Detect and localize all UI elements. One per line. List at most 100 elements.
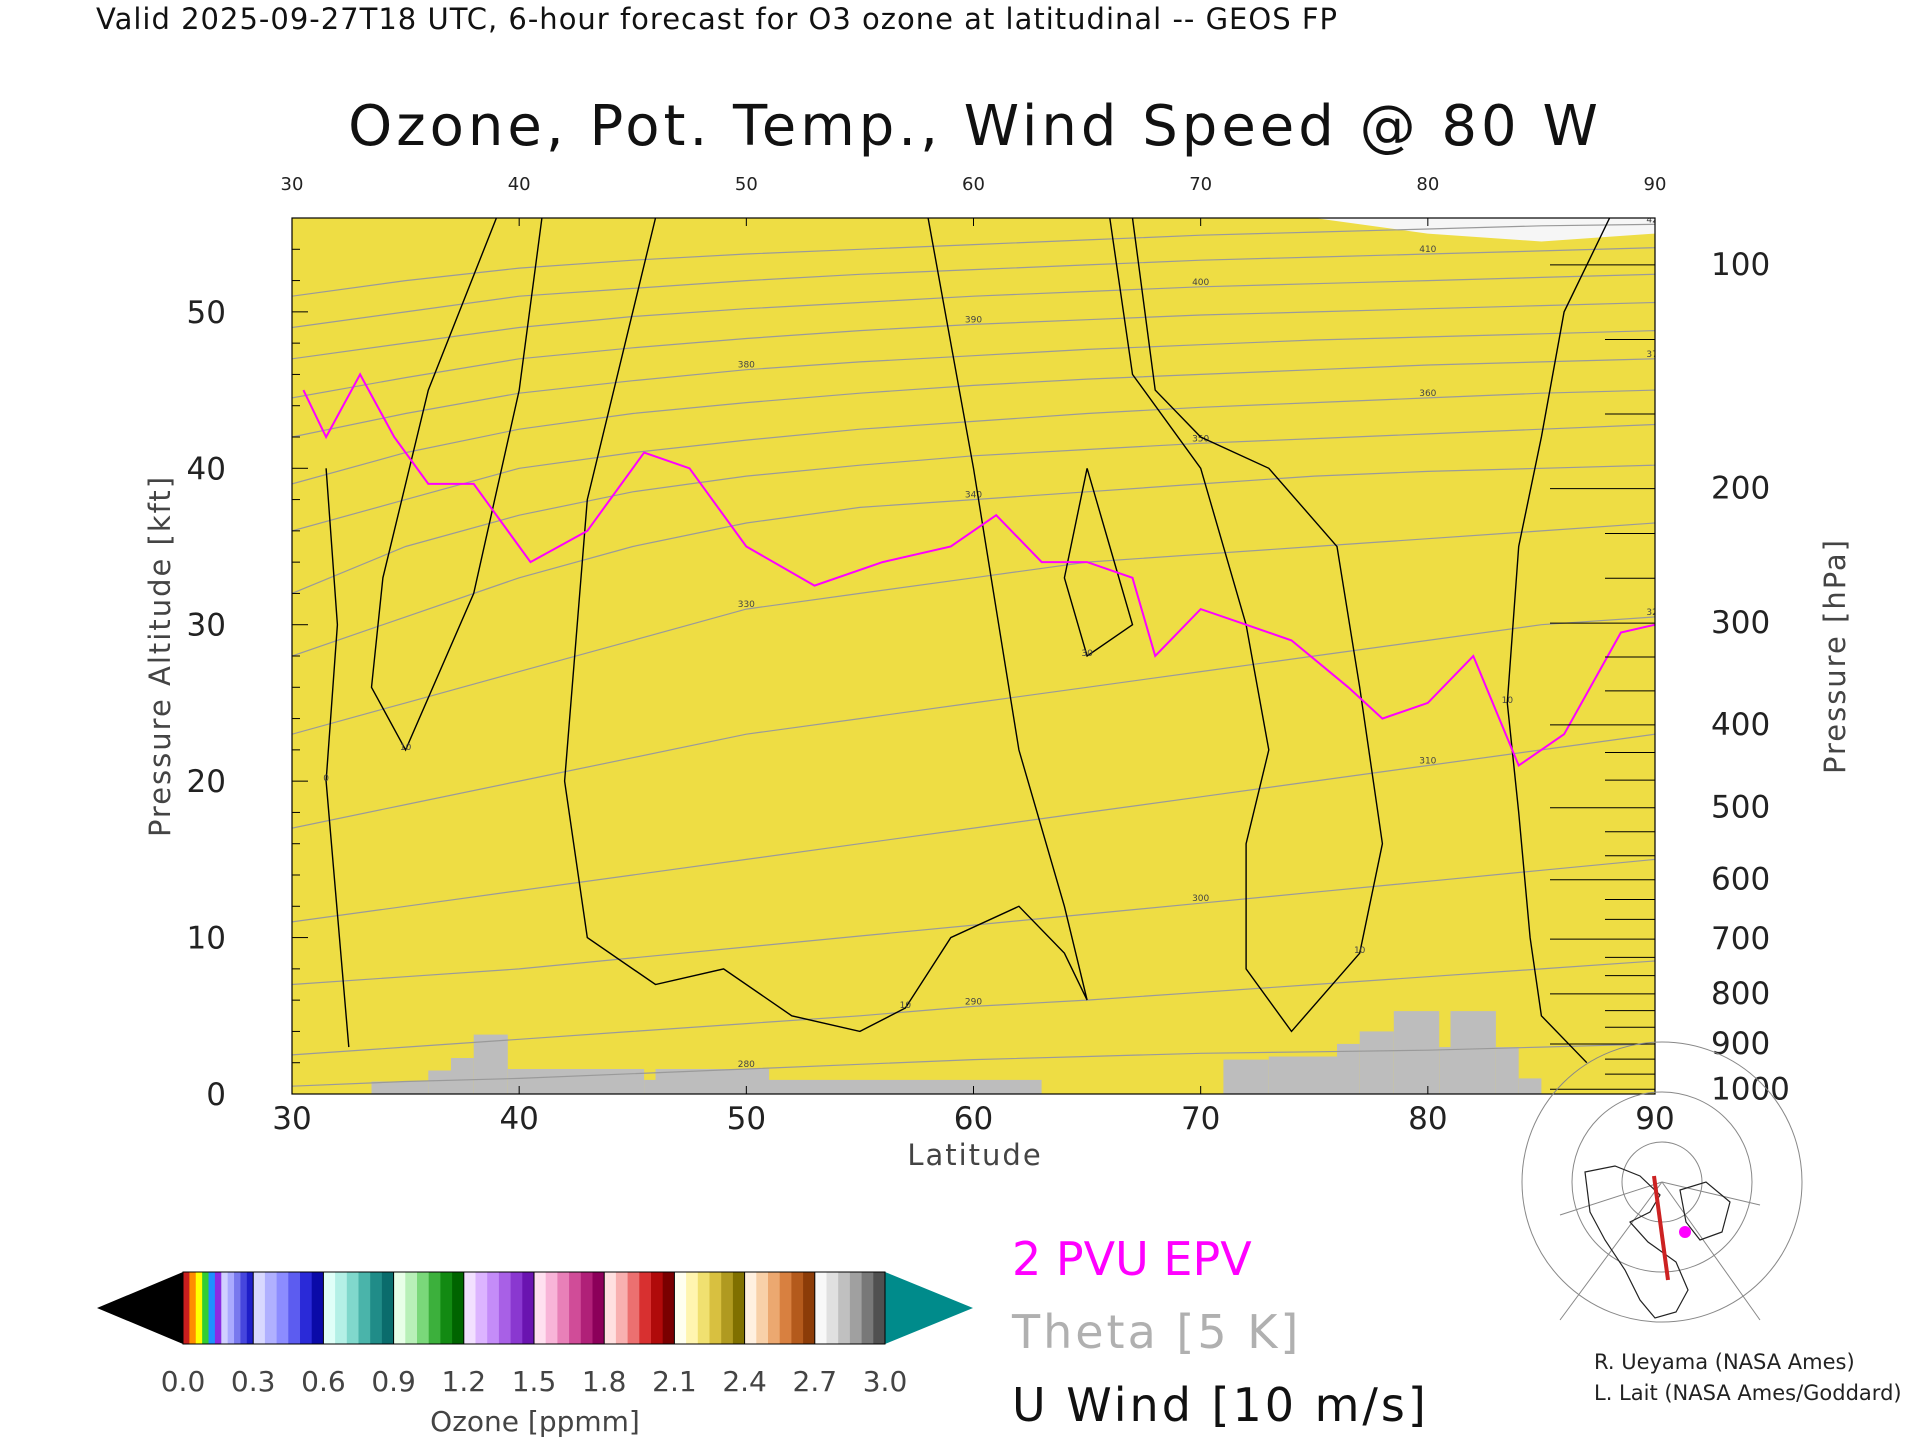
colorbar-swatch — [510, 1272, 523, 1344]
terrain-block — [507, 1069, 645, 1094]
colorbar-tick-label: 1.8 — [582, 1365, 627, 1398]
colorbar-swatch — [487, 1272, 500, 1344]
colorbar-swatch — [721, 1272, 734, 1344]
colorbar-swatch — [202, 1272, 210, 1344]
colorbar-swatch — [221, 1272, 229, 1344]
colorbar-tick-label: 1.5 — [512, 1365, 557, 1398]
x-tick-label: 70 — [1181, 1101, 1220, 1137]
pressure-tick-label: 100 — [1711, 247, 1770, 283]
theta-contour-label: 410 — [1419, 245, 1436, 255]
terrain-block — [1518, 1078, 1542, 1094]
theta-contour — [292, 423, 1655, 594]
pressure-tick-label: 800 — [1711, 976, 1770, 1012]
terrain-block — [1223, 1059, 1269, 1094]
colorbar-swatch — [779, 1272, 792, 1344]
theta-contour — [292, 464, 1655, 657]
colorbar-swatch — [428, 1272, 441, 1344]
colorbar-tick-label: 0.3 — [231, 1365, 276, 1398]
wind-contour-label: 0 — [323, 774, 329, 784]
terrain-block — [451, 1058, 474, 1094]
colorbar-swatch — [580, 1272, 594, 1344]
legend-theta: Theta [5 K] — [1011, 1305, 1301, 1359]
pressure-tick-label: 200 — [1711, 471, 1770, 507]
theta-contour-label: 300 — [1192, 894, 1209, 904]
x-tick-label-top: 90 — [1644, 174, 1667, 195]
map-graticule — [1521, 1041, 1803, 1323]
altitude-axis-ticks: 0 10 20 30 40 50 — [187, 217, 308, 1113]
x-tick-label-top: 70 — [1189, 174, 1212, 195]
wind-contour — [1109, 218, 1384, 1033]
pressure-axis-labels: 100 200 300 400 500 600 700 800 900 1000 — [1711, 247, 1790, 1107]
colorbar-over-arrow — [885, 1272, 973, 1344]
x-tick-label-top: 80 — [1416, 174, 1439, 195]
terrain-block — [1393, 1011, 1440, 1094]
pressure-tick-label: 700 — [1711, 921, 1770, 957]
theta-contour-label: 370 — [1646, 350, 1663, 360]
colorbar-under-arrow — [97, 1272, 183, 1344]
colorbar-swatch — [838, 1272, 851, 1344]
pressure-tick-label: 300 — [1711, 605, 1770, 641]
colorbar-swatch — [452, 1272, 465, 1344]
colorbar-swatch — [709, 1272, 722, 1344]
colorbar-swatch — [358, 1272, 371, 1344]
colorbar-swatch — [662, 1272, 675, 1344]
x-tick-label: 90 — [1635, 1101, 1674, 1137]
section-line — [1652, 1175, 1670, 1281]
colorbar-swatch — [768, 1272, 781, 1344]
colorbar-swatch — [346, 1272, 360, 1344]
theta-contour — [292, 522, 1655, 735]
colorbar-swatch — [592, 1272, 605, 1344]
colorbar-swatch — [545, 1272, 558, 1344]
map-meridian — [1661, 1181, 1761, 1206]
colorbar-tick-label: 0.0 — [161, 1365, 206, 1398]
colorbar-swatch — [463, 1272, 477, 1344]
pressure-tick-label: 500 — [1711, 790, 1770, 826]
wind-contours: 0 10 10 10 10 30 — [323, 218, 1611, 1064]
theta-contour-label: 340 — [965, 491, 982, 501]
colorbar-swatch — [849, 1272, 863, 1344]
colorbar-swatch — [288, 1272, 301, 1344]
x-tick-label-top: 30 — [281, 174, 304, 195]
colorbar-tick-label: 3.0 — [863, 1365, 908, 1398]
colorbar-swatch — [791, 1272, 804, 1344]
theta-contour — [292, 389, 1655, 532]
legend-u-wind: U Wind [10 m/s] — [1012, 1378, 1429, 1432]
colorbar-swatch — [803, 1272, 816, 1344]
colorbar-swatch — [393, 1272, 406, 1344]
y-axis-label-right: Pressure [hPa] — [1818, 538, 1852, 774]
terrain-block — [1268, 1056, 1337, 1094]
colorbar-swatch — [498, 1272, 512, 1344]
colorbar-swatch — [569, 1272, 582, 1344]
colorbar-swatch — [405, 1272, 418, 1344]
terrain-block — [1496, 1047, 1519, 1094]
colorbar-swatch — [234, 1272, 242, 1344]
colorbar-swatch — [732, 1272, 746, 1344]
theta-contour — [292, 858, 1655, 986]
theta-contour-label: 420 — [1646, 215, 1663, 225]
colorbar-swatch — [534, 1272, 547, 1344]
theta-contour-label: 330 — [738, 600, 755, 610]
y-tick-label: 40 — [187, 451, 226, 487]
colorbar-swatch — [686, 1272, 699, 1344]
terrain-block — [428, 1070, 451, 1094]
terrain-block — [1337, 1043, 1360, 1094]
colorbar-label: Ozone [ppmm] — [430, 1405, 640, 1438]
wind-contour-label: 10 — [1502, 696, 1514, 706]
ozone-layer — [292, 218, 1655, 1094]
terrain-block — [1439, 1047, 1451, 1094]
x-tick-label: 30 — [272, 1101, 311, 1137]
theta-contour-label: 320 — [1646, 608, 1663, 618]
colorbar-swatch — [697, 1272, 711, 1344]
terrain-block — [644, 1079, 656, 1094]
wind-contour — [563, 218, 1088, 1033]
colorbar-swatch — [214, 1272, 222, 1344]
colorbar-swatch — [417, 1272, 430, 1344]
theta-contour — [292, 1043, 1655, 1087]
wind-contour-label: 10 — [900, 1001, 912, 1011]
colorbar-tick-label: 2.1 — [652, 1365, 697, 1398]
theta-contours: 2802903003103203303403503603703803904004… — [292, 215, 1663, 1087]
colorbar-swatch — [826, 1272, 839, 1344]
theta-contour-label: 310 — [1419, 757, 1436, 767]
colorbar-swatch — [311, 1272, 324, 1344]
